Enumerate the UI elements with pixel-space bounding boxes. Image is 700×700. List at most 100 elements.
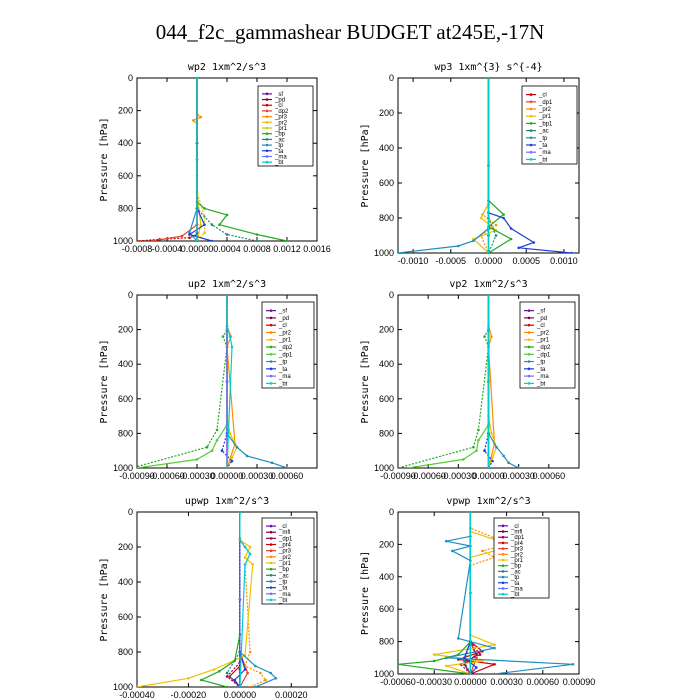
legend-marker [269,345,273,349]
y-tick-label: 400 [118,577,133,587]
legend-label: _bt [274,160,284,166]
legend-marker [501,587,505,590]
x-tick-label: 0.0004 [213,244,241,254]
data-point_ta [463,656,466,660]
data-point_bt [469,591,472,595]
legend-marker [265,155,269,158]
series-line_dp2 [137,295,228,468]
legend-label: _mfl [278,530,290,536]
legend-marker [527,360,531,363]
data-point_ta [220,449,224,453]
chart-panel-wp3: wp3 1xm^{3} s^{-4} Pressure [hPa] 0 200 400 6… [360,62,580,266]
legend-marker [265,103,269,107]
y-tick-label: 0 [128,290,133,300]
legend-marker [529,129,533,132]
legend-label: _sf [274,92,283,98]
data-point_tp [269,671,273,675]
data-point_pr1 [137,685,139,687]
legend-marker [265,109,269,113]
data-point_tp [472,239,475,243]
legend-label: _ta [278,367,288,373]
data-point_bt [469,672,472,674]
legend-marker [501,530,505,533]
data-point_dp1 [462,458,465,461]
data-point_pr2 [248,685,252,687]
legend-marker [265,149,269,153]
series-group [398,78,573,253]
legend-label: _ma [278,592,291,598]
data-point_ac [255,239,259,241]
y-tick-label: 0 [128,507,133,517]
data-point_dp1 [478,653,482,656]
y-tick-label: 800 [118,428,133,438]
panel-title: wp2 1xm^2/s^3 [188,62,266,73]
data-point_dp2 [472,445,475,449]
data-point_tp [457,637,460,640]
y-tick-label: 800 [118,647,133,657]
data-point_bp [432,659,436,663]
legend-marker [269,543,273,546]
y-axis-label: Pressure [hPa] [360,339,371,423]
legend-marker [265,92,269,96]
data-point_ta [188,233,191,236]
legend-label: _pr1 [278,338,292,344]
data-point_tp [398,251,400,253]
data-point_pr1 [490,432,493,435]
legend-marker [269,555,273,559]
chart-panel-vpwp: vpwp 1xm^2/s^3 Pressure [hPa] 0 200 400 600 80… [360,496,595,687]
x-tick-label: -0.00060 [380,677,416,687]
panel-title: vpwp 1xm^2/s^3 [446,496,530,507]
y-axis-label: Pressure [hPa] [99,117,110,201]
data-point_bt [487,251,490,253]
x-tick-label: 0.00000 [454,677,487,687]
data-point_tp [254,685,257,687]
y-tick-label: 400 [118,138,133,148]
series-line_dp1 [459,512,482,674]
data-point_pr3 [199,115,203,119]
legend-marker [501,575,505,579]
data-point_tp [507,461,510,465]
data-point_bt [487,78,490,80]
legend-marker [265,126,269,130]
data-point_tp [495,445,498,449]
y-tick-label: 400 [118,359,133,369]
legend-marker [269,574,273,577]
x-tick-label: 0.00020 [275,690,308,700]
legend-label: _ma [274,154,287,160]
legend-label: _ma [510,586,523,592]
legend-label: _ta [274,149,284,155]
data-point_tp [493,672,496,674]
legend-label: _tp [278,579,288,585]
legend-label: _tp [538,136,548,142]
data-point_dp2 [221,335,225,338]
legend-marker [501,592,505,596]
data-point_dp1 [137,466,139,468]
legend-marker [265,115,269,118]
legend-marker [269,537,273,540]
legend-label: _ta [536,367,546,373]
legend-marker [265,138,269,141]
legend-marker [265,160,269,164]
legend-label: _cl [274,103,283,109]
y-tick-label: 800 [379,637,394,647]
data-point_pr1 [493,643,496,647]
y-tick-label: 200 [379,325,394,335]
legend-marker [269,530,273,534]
x-tick-label: 0.0000 [475,256,503,266]
x-tick-label: 0.00000 [472,471,505,481]
data-point_pr1 [445,664,448,668]
legend-label: _tp [510,575,520,581]
data-point_ac [463,659,466,663]
legend-label: _dp2 [274,109,289,115]
data-point_ta [491,459,494,463]
legend-marker [527,352,531,356]
data-point_pr1 [243,556,247,559]
y-tick-label: 0 [389,507,394,517]
data-point_bt [487,295,490,297]
legend-label: _pr3 [274,115,288,121]
legend-marker [529,122,533,125]
data-point_tp [235,445,239,449]
legend-marker [527,367,531,371]
legend-marker [527,323,531,327]
legend-label: _bt [536,381,546,387]
